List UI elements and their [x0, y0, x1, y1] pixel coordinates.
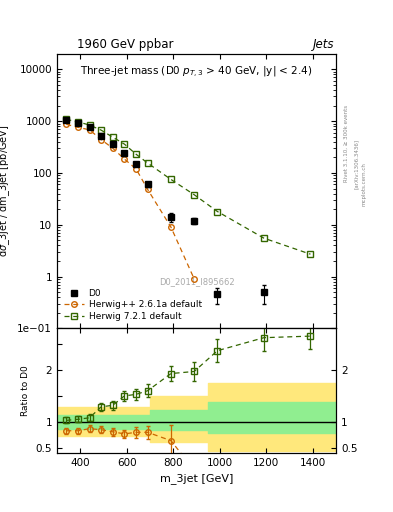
Y-axis label: d$\sigma$_3jet / dm_3jet [pb/GeV]: d$\sigma$_3jet / dm_3jet [pb/GeV]	[0, 125, 12, 258]
Text: D0_2011_I895662: D0_2011_I895662	[159, 277, 234, 286]
Text: Three-jet mass (D0 $p_{T,3}$ > 40 GeV, |y| < 2.4): Three-jet mass (D0 $p_{T,3}$ > 40 GeV, |…	[80, 65, 313, 79]
Text: Rivet 3.1.10, ≥ 300k events: Rivet 3.1.10, ≥ 300k events	[344, 105, 349, 182]
Y-axis label: Ratio to D0: Ratio to D0	[21, 366, 30, 416]
Text: mcplots.cern.ch: mcplots.cern.ch	[362, 162, 367, 206]
Text: Jets: Jets	[312, 38, 334, 51]
Text: 1960 GeV ppbar: 1960 GeV ppbar	[77, 38, 173, 51]
Legend: D0, Herwig++ 2.6.1a default, Herwig 7.2.1 default: D0, Herwig++ 2.6.1a default, Herwig 7.2.…	[61, 286, 204, 324]
X-axis label: m_3jet [GeV]: m_3jet [GeV]	[160, 474, 233, 484]
Text: [arXiv:1306.3436]: [arXiv:1306.3436]	[354, 139, 359, 189]
